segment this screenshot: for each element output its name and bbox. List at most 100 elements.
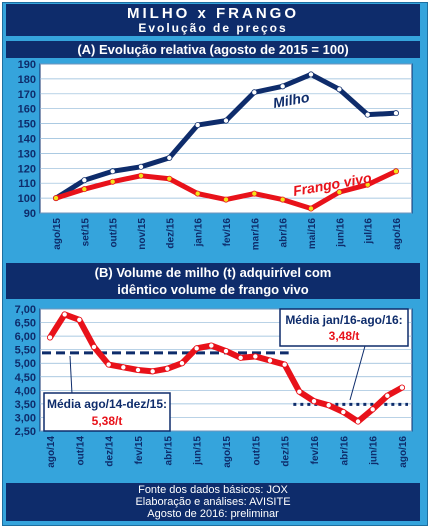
chart-a-x-tick-label: fev/16 (222, 218, 233, 247)
chart-a-x-tick-label: abr/16 (279, 218, 290, 248)
callout-box-2014-2015 (43, 392, 171, 432)
callout-label-2014-2015: Média ago/14-dez/15: (47, 397, 167, 411)
data-point-volume (340, 409, 347, 416)
chart-a-y-tick-label: 160 (18, 104, 36, 116)
chart-a-y-tick-label: 100 (18, 193, 36, 205)
data-point-volume (354, 418, 361, 425)
chart-a-y-tick-label: 130 (18, 148, 36, 160)
data-point-volume (47, 334, 54, 341)
data-point-milho (251, 89, 258, 96)
main-subtitle: Evolução de preços (138, 21, 288, 35)
callout-value-2016: 3,48/t (329, 329, 360, 343)
chart-b-title-line2: idêntico volume de frango vivo (117, 282, 309, 297)
data-point-volume (178, 360, 185, 367)
data-point-volume (222, 348, 229, 355)
chart-a-x-tick-label: jul/16 (364, 218, 375, 245)
data-point-milho (194, 122, 201, 129)
footer-banner: Fonte dos dados básicos: JOX Elaboração … (6, 483, 420, 521)
data-point-frango (53, 195, 60, 202)
chart-b-title: (B) Volume de milho (t) adquirível com i… (6, 263, 420, 299)
footer-credits: Elaboração e análises: AVISITE (135, 496, 291, 508)
data-point-volume (208, 342, 215, 349)
chart-b-y-tick-label: 5,50 (15, 345, 36, 357)
chart-a-x-tick-label: ago/16 (392, 218, 403, 250)
chart-b-x-tick-label: abr/15 (163, 436, 174, 466)
data-point-volume (164, 365, 171, 372)
chart-b-y-tick-label: 2,50 (15, 426, 36, 438)
footer-note: Agosto de 2016: preliminar (147, 508, 279, 520)
data-point-frango (81, 186, 88, 193)
chart-b-x-tick-label: ago/14 (46, 436, 57, 468)
chart-b-x-tick-label: ago/16 (398, 436, 409, 468)
data-point-frango (109, 178, 116, 185)
chart-b-y-tick-label: 5,00 (15, 358, 36, 370)
data-point-frango (222, 196, 229, 203)
data-point-milho (81, 177, 88, 184)
chart-b-y-tick-label: 4,00 (15, 385, 36, 397)
data-point-volume (237, 354, 244, 361)
chart-a-x-tick-label: dez/15 (165, 218, 176, 249)
chart-a-x-tick-label: out/15 (109, 218, 120, 248)
chart-a-x-tick-label: ago/15 (52, 218, 63, 250)
chart-b-y-tick-label: 3,00 (15, 412, 36, 424)
data-point-frango (392, 168, 399, 175)
data-point-milho (137, 163, 144, 170)
data-point-frango (137, 172, 144, 179)
data-point-milho (166, 154, 173, 161)
data-point-volume (281, 361, 288, 368)
data-point-frango (166, 175, 173, 182)
series-label-milho: Milho (272, 89, 311, 111)
data-point-milho (307, 71, 314, 78)
data-point-volume (369, 406, 376, 413)
chart-b-y-tick-label: 4,50 (15, 372, 36, 384)
data-point-frango (307, 205, 314, 212)
chart-a-y-tick-label: 180 (18, 74, 36, 86)
chart-b-x-tick-label: jun/16 (369, 436, 380, 466)
data-point-frango (194, 190, 201, 197)
chart-b-x-tick-label: fev/15 (134, 436, 145, 465)
data-point-volume (325, 402, 332, 409)
chart-a-x-tick-label: jan/16 (194, 218, 205, 248)
chart-a-y-tick-label: 140 (18, 134, 36, 146)
callout-box-2016 (279, 308, 409, 347)
data-point-volume (120, 364, 127, 371)
callout-pointer-2016 (349, 345, 366, 401)
chart-b-x-tick-label: out/15 (251, 436, 262, 466)
data-point-volume (91, 343, 98, 350)
chart-a-title: (A) Evolução relativa (agosto de 2015 = … (6, 41, 420, 58)
chart-b-x-tick-label: ago/15 (222, 436, 233, 468)
callout-pointer-2014-2015 (69, 355, 73, 395)
chart-a-y-tick-label: 120 (18, 163, 36, 175)
header-banner: MILHO x FRANGO Evolução de preços (6, 4, 420, 36)
chart-b-x-tick-label: out/14 (75, 436, 86, 466)
chart-b-x-tick-label: dez/14 (105, 436, 116, 467)
data-point-volume (384, 392, 391, 399)
chart-b-y-tick-label: 3,50 (15, 399, 36, 411)
chart-a-y-tick-label: 150 (18, 119, 36, 131)
data-point-frango (251, 190, 258, 197)
data-point-volume (105, 361, 112, 368)
data-point-milho (336, 86, 343, 93)
chart-b-x-tick-label: jun/15 (193, 436, 204, 466)
data-point-milho (279, 83, 286, 90)
chart-b-y-tick-label: 6,50 (15, 318, 36, 330)
chart-b-x-tick-label: abr/16 (339, 436, 350, 466)
chart-a-x-tick-label: set/15 (80, 218, 91, 247)
data-point-milho (392, 110, 399, 117)
data-point-volume (398, 384, 405, 391)
chart-b-y-tick-label: 6,00 (15, 331, 36, 343)
chart-a-y-tick-label: 170 (18, 89, 36, 101)
data-point-volume (252, 353, 259, 360)
callout-label-2016: Média jan/16-ago/16: (285, 313, 402, 327)
data-point-frango (336, 189, 343, 196)
data-point-frango (364, 181, 371, 188)
data-point-volume (193, 345, 200, 352)
data-point-volume (296, 388, 303, 395)
data-point-volume (76, 316, 83, 323)
main-title: MILHO x FRANGO (127, 5, 299, 22)
data-point-frango (279, 196, 286, 203)
chart-b-title-line1: (B) Volume de milho (t) adquirível com (94, 265, 332, 280)
data-point-milho (222, 117, 229, 124)
